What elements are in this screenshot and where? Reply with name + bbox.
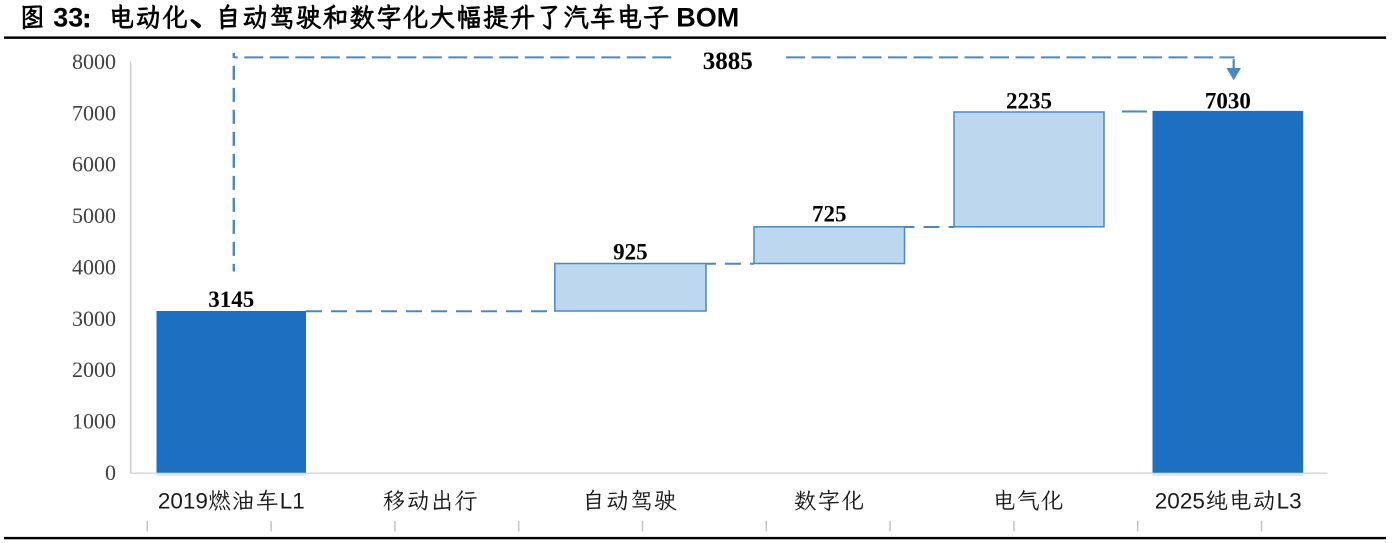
svg-text:725: 725 [812,202,847,227]
svg-text:5000: 5000 [72,203,116,228]
svg-text:3000: 3000 [72,306,116,331]
svg-text:2000: 2000 [72,357,116,382]
svg-text:4000: 4000 [72,255,116,280]
svg-text:2019: 2019 [158,489,208,514]
svg-text:925: 925 [613,239,648,264]
svg-text:2235: 2235 [1006,88,1052,113]
svg-text:1000: 1000 [72,409,116,434]
svg-text:33: 33 [53,3,83,33]
svg-text:7000: 7000 [72,100,116,125]
svg-text:L1: L1 [280,489,305,514]
svg-text:2025: 2025 [1155,489,1205,514]
svg-text:6000: 6000 [72,152,116,177]
svg-text:0: 0 [105,460,116,485]
svg-text:7030: 7030 [1205,88,1251,113]
svg-text:3145: 3145 [208,287,254,312]
svg-text:BOM: BOM [676,3,739,33]
svg-text:8000: 8000 [72,49,116,74]
svg-text:L3: L3 [1277,489,1302,514]
svg-text:3885: 3885 [703,48,753,75]
